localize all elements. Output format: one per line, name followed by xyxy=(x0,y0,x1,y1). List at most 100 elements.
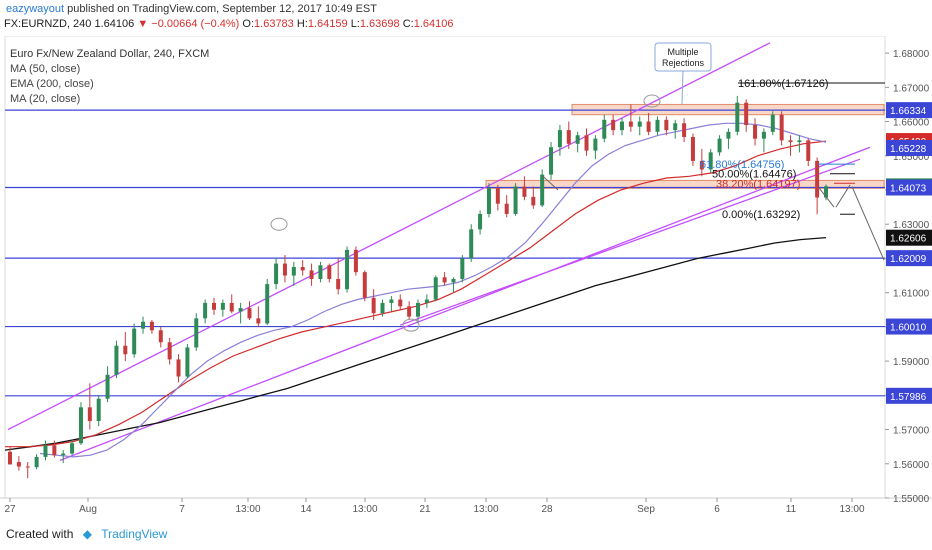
candle-body xyxy=(220,302,225,310)
candle-body xyxy=(540,174,545,206)
price-label-text: 1.65228 xyxy=(890,144,927,155)
candle-body xyxy=(203,302,208,319)
ma50-line xyxy=(5,140,827,448)
y-tick-label: 1.55000 xyxy=(893,494,930,505)
candle-body xyxy=(123,345,128,355)
legend-ma20[interactable]: MA (20, close) xyxy=(10,93,81,105)
legend-ma50[interactable]: MA (50, close) xyxy=(10,63,81,75)
candle-body xyxy=(637,121,642,127)
x-tick-label: 6 xyxy=(714,504,720,515)
candle-body xyxy=(460,258,465,279)
created-with-label: Created with xyxy=(6,527,74,541)
candle-body xyxy=(25,466,30,468)
publish-line: eazywayout published on TradingView.com,… xyxy=(6,3,377,15)
candle-body xyxy=(407,306,412,317)
x-tick-label: 14 xyxy=(300,504,312,515)
candle-body xyxy=(327,265,332,279)
candle-body xyxy=(141,321,146,329)
tradingview-brand[interactable]: TradingView xyxy=(101,527,168,541)
candle-body xyxy=(78,407,83,444)
candle-body xyxy=(717,138,722,153)
price-label-tag xyxy=(886,387,932,404)
low-value: 1.63698 xyxy=(359,18,400,30)
candle-body xyxy=(362,272,367,298)
candle-body xyxy=(194,318,199,348)
x-tick-label: Aug xyxy=(79,504,97,515)
candle-body xyxy=(96,398,101,421)
annotation-text: Rejections xyxy=(662,58,705,68)
candle-body xyxy=(469,229,474,259)
candle-body xyxy=(8,451,12,465)
candle-body xyxy=(602,119,607,139)
y-tick-label: 1.56000 xyxy=(893,460,930,471)
channel-line xyxy=(7,42,771,431)
y-tick-label: 1.68000 xyxy=(893,49,930,60)
support-zone xyxy=(485,179,885,189)
candle-body xyxy=(779,114,784,141)
symbol: FX:EURNZD, 240 xyxy=(4,18,92,30)
price-label-text: 1.57986 xyxy=(890,392,927,403)
candle-body xyxy=(566,130,571,144)
x-tick-label: 13:00 xyxy=(473,504,498,515)
projection-arrow xyxy=(851,186,885,261)
candle-body xyxy=(575,135,580,144)
x-tick-label: 13:00 xyxy=(235,504,260,515)
candle-body xyxy=(504,203,509,214)
candle-body xyxy=(132,328,137,355)
candle-body xyxy=(557,130,562,148)
author-link[interactable]: eazywayout xyxy=(6,3,65,15)
x-tick-label: 21 xyxy=(419,504,431,515)
candle-body xyxy=(611,119,616,131)
publish-info: published on TradingView.com, September … xyxy=(67,3,377,15)
high-label: H: xyxy=(296,18,308,30)
candle-body xyxy=(371,297,376,314)
ma20-line xyxy=(39,122,827,458)
candle-body xyxy=(699,160,704,170)
x-tick-label: 13:00 xyxy=(839,504,864,515)
open-label: O: xyxy=(242,18,255,30)
candle-body xyxy=(389,299,394,303)
legend-ema200[interactable]: EMA (200, close) xyxy=(10,78,94,90)
candle-body xyxy=(256,318,261,324)
price-label-tag xyxy=(886,102,932,119)
fib-level-label: 161.80%(1.67126) xyxy=(738,78,829,90)
candle-body xyxy=(824,186,828,198)
footer: Created with ◆ TradingView xyxy=(6,527,167,541)
y-tick-label: 1.65000 xyxy=(893,152,930,163)
annotation-pointer xyxy=(681,70,684,105)
candle-body xyxy=(628,121,633,127)
symbol-line: FX:EURNZD, 240 1.64106 ▼ −0.00664 (−0.4%… xyxy=(4,18,453,30)
candle-body xyxy=(478,213,483,230)
close-value: 1.64106 xyxy=(413,18,454,30)
candle-body xyxy=(185,347,190,377)
candle-body xyxy=(815,160,820,198)
channel-line xyxy=(59,146,871,461)
candle-body xyxy=(424,299,429,303)
candle-body xyxy=(345,249,350,290)
candle-body xyxy=(726,131,731,139)
candle-body xyxy=(513,186,518,214)
projection-arrow xyxy=(542,175,559,191)
tradingview-logo-icon[interactable]: ◆ xyxy=(82,527,92,541)
candle-body xyxy=(300,267,305,271)
candle-body xyxy=(495,188,500,204)
x-tick-label: 7 xyxy=(179,504,185,515)
low-label: L: xyxy=(350,18,360,30)
price-chart[interactable]: 1.680001.670001.660001.650001.640001.630… xyxy=(0,36,932,520)
fib-level-label: 0.00%(1.63292) xyxy=(722,209,800,221)
candle-body xyxy=(690,136,695,161)
candle-body xyxy=(584,135,589,151)
candle-body xyxy=(149,321,154,331)
x-tick-label: 27 xyxy=(4,504,16,515)
candle-body xyxy=(433,277,438,300)
y-tick-label: 1.57000 xyxy=(893,426,930,437)
candle-body xyxy=(87,407,92,421)
high-value: 1.64159 xyxy=(307,18,348,30)
x-tick-label: 13:00 xyxy=(352,504,377,515)
candle-body xyxy=(735,102,740,132)
candle-body xyxy=(43,445,48,457)
candle-body xyxy=(770,114,775,132)
price-label-tag xyxy=(886,179,932,196)
fib-level-label: 50.00%(1.64476) xyxy=(712,169,796,181)
candle-body xyxy=(531,196,536,206)
